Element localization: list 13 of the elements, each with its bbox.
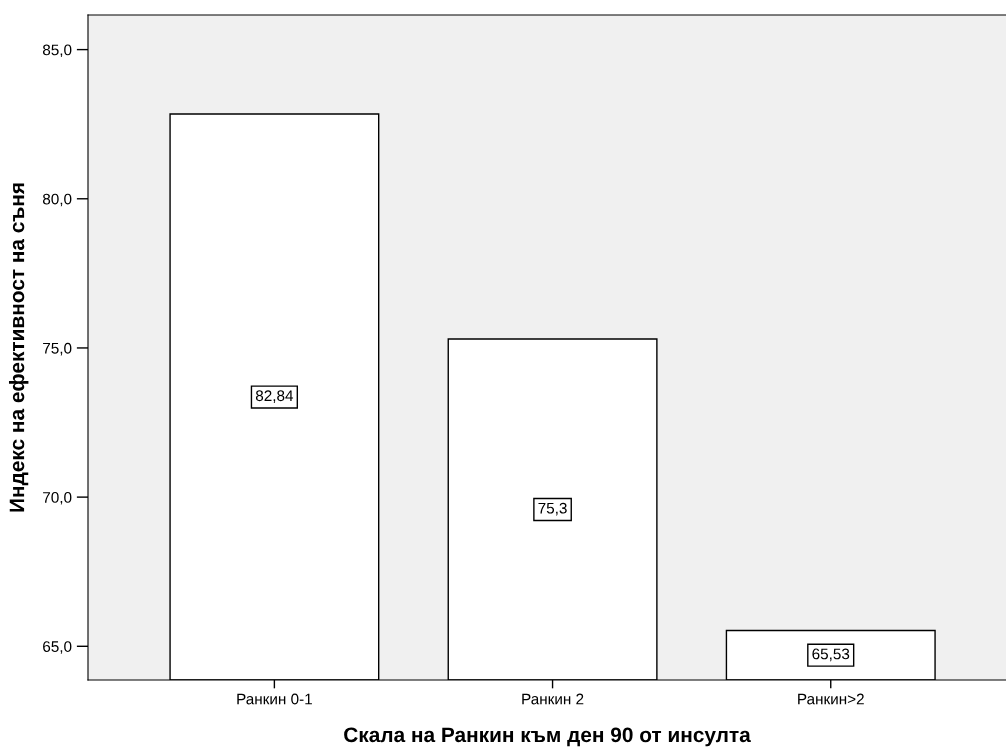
x-tick-label: Ранкин 0-1 (237, 693, 312, 705)
y-tick-label: 75,0 (43, 342, 72, 356)
x-tick-label: Ранкин>2 (798, 693, 864, 705)
y-tick-label: 80,0 (42, 193, 72, 207)
data-label: 82,84 (255, 390, 294, 403)
y-tick-label: 70,0 (43, 491, 72, 505)
x-axis-title: Скала на Ранкин към ден 90 от инсулта (344, 727, 751, 747)
y-tick-label: 85,0 (42, 44, 72, 58)
data-label: 75,3 (538, 502, 567, 516)
y-axis-title: Индекс на ефективност на съня (8, 183, 29, 512)
y-tick-label: 65,0 (43, 641, 72, 654)
data-label: 65,53 (812, 648, 850, 662)
x-tick-label: Ранкин 2 (522, 693, 584, 705)
